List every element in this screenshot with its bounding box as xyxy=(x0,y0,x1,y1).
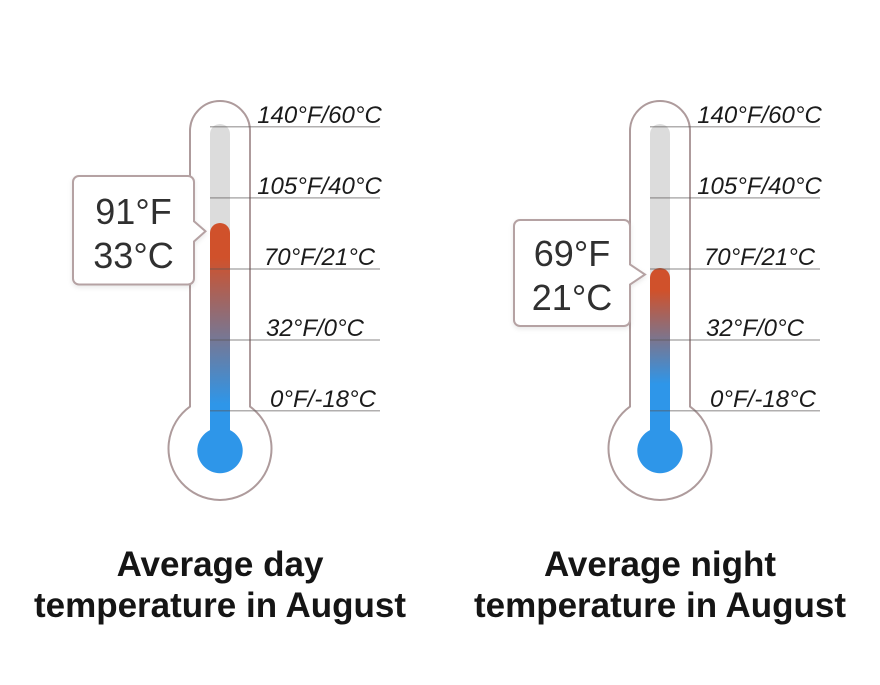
svg-text:91°F: 91°F xyxy=(95,191,171,232)
svg-text:70°F/21°C: 70°F/21°C xyxy=(264,244,376,271)
svg-text:0°F/-18°C: 0°F/-18°C xyxy=(270,386,377,413)
svg-text:21°C: 21°C xyxy=(532,277,612,318)
svg-text:Average night: Average night xyxy=(544,545,776,584)
svg-text:0°F/-18°C: 0°F/-18°C xyxy=(710,386,817,413)
svg-text:33°C: 33°C xyxy=(93,235,173,276)
svg-text:140°F/60°C: 140°F/60°C xyxy=(257,102,382,129)
svg-text:105°F/40°C: 105°F/40°C xyxy=(257,173,382,200)
svg-text:temperature in August: temperature in August xyxy=(474,586,846,625)
svg-text:32°F/0°C: 32°F/0°C xyxy=(706,315,805,342)
svg-text:70°F/21°C: 70°F/21°C xyxy=(704,244,816,271)
svg-text:105°F/40°C: 105°F/40°C xyxy=(697,173,822,200)
svg-text:32°F/0°C: 32°F/0°C xyxy=(266,315,365,342)
svg-text:Average day: Average day xyxy=(117,545,324,584)
svg-text:69°F: 69°F xyxy=(534,233,610,274)
svg-text:temperature in August: temperature in August xyxy=(34,586,406,625)
svg-text:140°F/60°C: 140°F/60°C xyxy=(697,102,822,129)
